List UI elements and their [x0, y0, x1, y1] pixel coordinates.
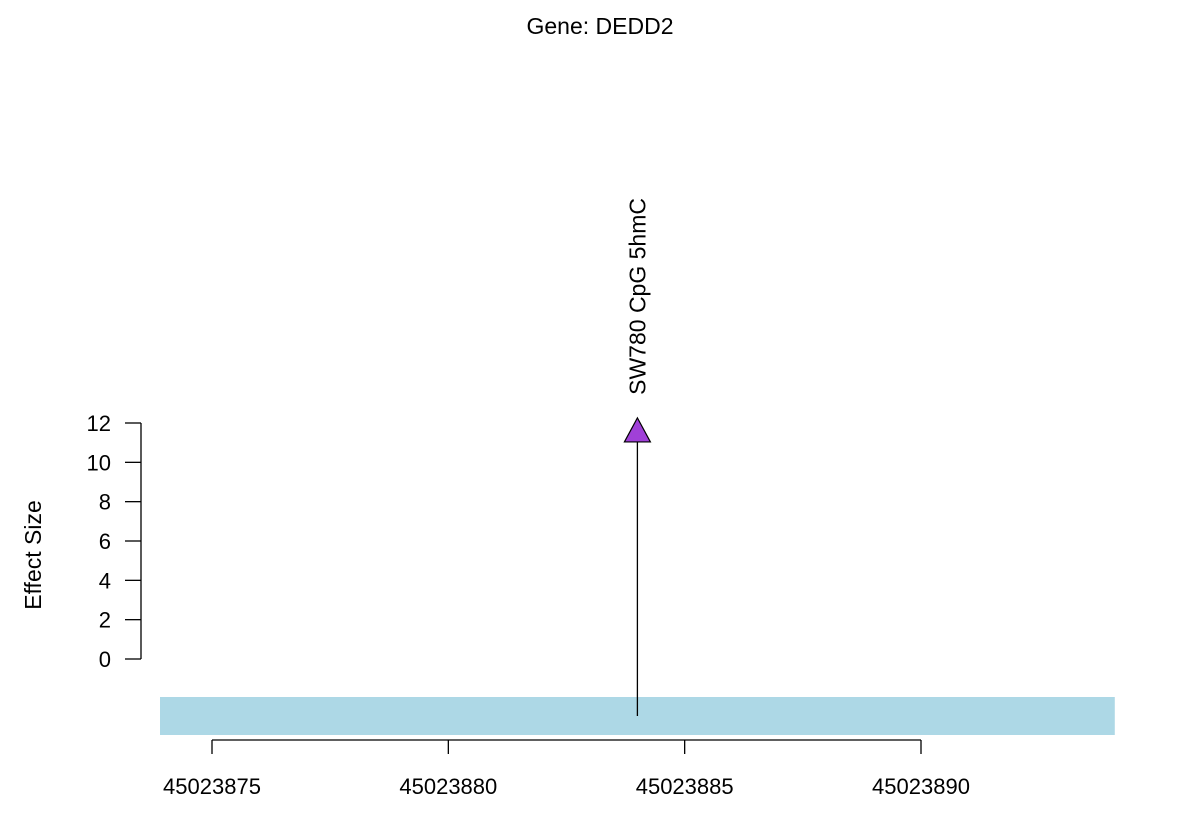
y-axis: 0 2 4 6 8 10 12 — [87, 411, 142, 672]
data-points: SW780 CpG 5hmC — [623, 198, 652, 716]
y-tick-label: 4 — [99, 568, 111, 593]
y-tick-label: 8 — [99, 490, 111, 515]
x-tick-label: 45023875 — [163, 774, 261, 799]
y-tick-label: 12 — [87, 411, 111, 436]
y-tick-label: 0 — [99, 647, 111, 672]
point-label: SW780 CpG 5hmC — [624, 198, 650, 395]
y-axis-label: Effect Size — [20, 500, 46, 610]
chart-title: Gene: DEDD2 — [526, 13, 673, 39]
x-tick-label: 45023885 — [636, 774, 734, 799]
y-tick-label: 10 — [87, 450, 111, 475]
x-tick-label: 45023880 — [399, 774, 497, 799]
x-axis: 45023875 45023880 45023885 45023890 — [163, 739, 970, 799]
y-tick-label: 2 — [99, 608, 111, 633]
point-triangle-marker — [623, 416, 652, 443]
y-tick-label: 6 — [99, 529, 111, 554]
x-tick-label: 45023890 — [872, 774, 970, 799]
